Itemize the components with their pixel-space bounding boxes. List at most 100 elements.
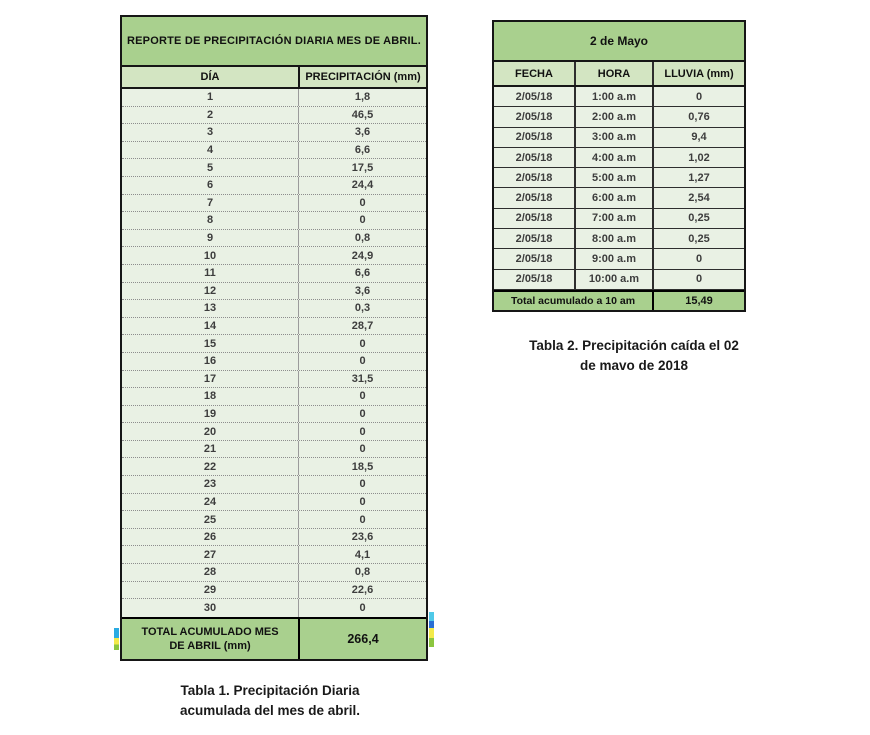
table-row: 13 0,3 bbox=[122, 300, 426, 318]
table-row: 23 0 bbox=[122, 476, 426, 494]
column-header-fecha: FECHA bbox=[515, 67, 553, 80]
cell-precipitacion: 0 bbox=[298, 212, 426, 229]
table-row: 2/05/18 6:00 a.m 2,54 bbox=[494, 188, 744, 209]
cell-dia: 10 bbox=[203, 249, 217, 262]
table-row: 10 24,9 bbox=[122, 247, 426, 265]
cell-dia: 3 bbox=[206, 126, 214, 139]
table-row: 24 0 bbox=[122, 493, 426, 512]
table-mayo-title: 2 de Mayo bbox=[494, 22, 744, 62]
table-row: 18 0 bbox=[122, 388, 426, 406]
column-header-dia: DÍA bbox=[200, 71, 220, 83]
table-row: 2/05/18 1:00 a.m 0 bbox=[494, 87, 744, 108]
table-row: 7 0 bbox=[122, 194, 426, 213]
table-row: 2 46,5 bbox=[122, 106, 426, 125]
cell-hora: 9:00 a.m bbox=[574, 249, 652, 269]
cell-dia: 6 bbox=[206, 179, 214, 192]
cell-precipitacion: 46,5 bbox=[298, 106, 426, 124]
cell-dia: 13 bbox=[203, 302, 217, 315]
cell-precipitacion: 28,7 bbox=[298, 317, 426, 335]
screenshot-artifact-left bbox=[114, 628, 119, 650]
cell-dia: 7 bbox=[206, 196, 214, 209]
table-row: 6 24,4 bbox=[122, 176, 426, 195]
cell-fecha: 2/05/18 bbox=[515, 253, 553, 266]
cell-precipitacion: 18,5 bbox=[298, 458, 426, 476]
column-header-precipitacion: PRECIPITACIÓN (mm) bbox=[298, 67, 426, 87]
cell-fecha: 2/05/18 bbox=[515, 273, 553, 286]
table-row: 28 0,8 bbox=[122, 564, 426, 582]
cell-precipitacion: 6,6 bbox=[298, 264, 426, 282]
cell-fecha: 2/05/18 bbox=[515, 192, 553, 205]
table-row: 5 17,5 bbox=[122, 159, 426, 177]
cell-hora: 1:00 a.m bbox=[574, 87, 652, 107]
cell-precipitacion: 0,8 bbox=[298, 229, 426, 247]
table-row: 12 3,6 bbox=[122, 282, 426, 301]
cell-dia: 26 bbox=[203, 531, 217, 544]
cell-precipitacion: 0 bbox=[298, 423, 426, 440]
caption-tabla-2-line2: de mavo de 2018 bbox=[579, 358, 689, 373]
table-april: REPORTE DE PRECIPITACIÓN DIARIA MES DE A… bbox=[120, 15, 428, 661]
cell-dia: 25 bbox=[203, 513, 217, 526]
cell-fecha: 2/05/18 bbox=[515, 171, 553, 184]
cell-precipitacion: 0 bbox=[298, 440, 426, 458]
cell-dia: 30 bbox=[203, 602, 217, 615]
cell-precipitacion: 0,8 bbox=[298, 564, 426, 581]
cell-dia: 11 bbox=[204, 267, 216, 280]
table-row: 27 4,1 bbox=[122, 546, 426, 565]
table-row: 2/05/18 8:00 a.m 0,25 bbox=[494, 229, 744, 250]
table-april-title: REPORTE DE PRECIPITACIÓN DIARIA MES DE A… bbox=[122, 17, 426, 67]
table-row: 8 0 bbox=[122, 212, 426, 230]
total-mayo-label: Total acumulado a 10 am bbox=[510, 294, 636, 307]
cell-precipitacion: 22,6 bbox=[298, 581, 426, 599]
table-row: 2/05/18 9:00 a.m 0 bbox=[494, 249, 744, 270]
cell-lluvia: 2,54 bbox=[652, 188, 744, 208]
table-mayo: 2 de Mayo FECHA HORA LLUVIA (mm) 2/05/18… bbox=[492, 20, 746, 312]
caption-tabla-1: Tabla 1. Precipitación Diaria acumulada … bbox=[130, 681, 410, 721]
cell-precipitacion: 17,5 bbox=[298, 159, 426, 176]
screenshot-artifact-right bbox=[428, 612, 434, 647]
cell-lluvia: 0 bbox=[652, 87, 744, 107]
cell-precipitacion: 0 bbox=[298, 493, 426, 511]
table-row: 21 0 bbox=[122, 440, 426, 459]
cell-dia: 18 bbox=[203, 390, 217, 403]
cell-dia: 15 bbox=[203, 337, 217, 350]
cell-fecha: 2/05/18 bbox=[515, 131, 553, 144]
total-mayo-value: 15,49 bbox=[652, 291, 744, 310]
cell-dia: 2 bbox=[206, 108, 214, 121]
cell-hora: 7:00 a.m bbox=[574, 208, 652, 229]
cell-lluvia: 0,25 bbox=[652, 229, 744, 249]
cell-precipitacion: 23,6 bbox=[298, 528, 426, 546]
column-header-lluvia: LLUVIA (mm) bbox=[652, 62, 744, 85]
table-row: 2/05/18 5:00 a.m 1,27 bbox=[494, 168, 744, 189]
cell-lluvia: 1,27 bbox=[652, 168, 744, 188]
table-row: 22 18,5 bbox=[122, 458, 426, 477]
cell-precipitacion: 0 bbox=[298, 194, 426, 212]
table-row: 3 3,6 bbox=[122, 124, 426, 142]
table-row: 26 23,6 bbox=[122, 528, 426, 547]
table-row: 2/05/18 2:00 a.m 0,76 bbox=[494, 107, 744, 128]
cell-precipitacion: 4,1 bbox=[298, 546, 426, 564]
total-april-value: 266,4 bbox=[298, 618, 426, 659]
caption-tabla-2: Tabla 2. Precipitación caída el 02 de ma… bbox=[500, 336, 768, 376]
cell-fecha: 2/05/18 bbox=[515, 212, 553, 225]
cell-fecha: 2/05/18 bbox=[515, 151, 553, 164]
table-row: 11 6,6 bbox=[122, 264, 426, 283]
cell-hora: 4:00 a.m bbox=[574, 147, 652, 168]
cell-precipitacion: 1,8 bbox=[298, 89, 426, 106]
table-row: 25 0 bbox=[122, 511, 426, 529]
cell-fecha: 2/05/18 bbox=[515, 232, 553, 245]
cell-precipitacion: 24,9 bbox=[298, 247, 426, 264]
table-april-total-row: TOTAL ACUMULADO MES DE ABRIL (mm) 266,4 bbox=[122, 616, 426, 659]
table-row: 17 31,5 bbox=[122, 370, 426, 389]
cell-dia: 4 bbox=[206, 144, 214, 157]
cell-dia: 24 bbox=[203, 495, 217, 508]
cell-precipitacion: 0 bbox=[298, 476, 426, 493]
cell-dia: 1 bbox=[206, 91, 214, 104]
caption-tabla-2-line1: Tabla 2. Precipitación caída el 02 bbox=[529, 338, 739, 353]
table-row: 20 0 bbox=[122, 423, 426, 441]
table-april-header-row: DÍA PRECIPITACIÓN (mm) bbox=[122, 67, 426, 89]
total-april-label: TOTAL ACUMULADO MES DE ABRIL (mm) bbox=[141, 625, 279, 652]
table-row: 14 28,7 bbox=[122, 317, 426, 336]
cell-fecha: 2/05/18 bbox=[515, 90, 553, 103]
cell-hora: 2:00 a.m bbox=[574, 107, 652, 127]
